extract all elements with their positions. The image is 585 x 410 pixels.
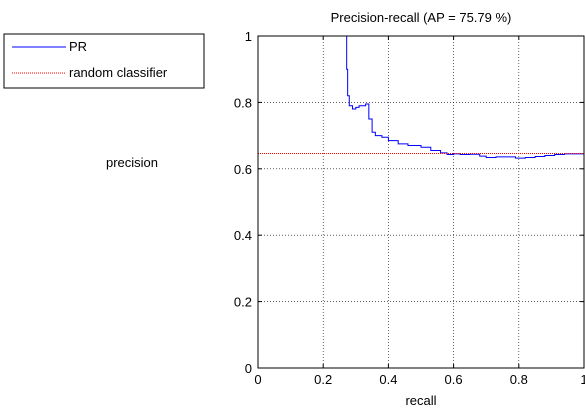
y-tick-label: 1	[245, 29, 252, 44]
y-tick-label: 0.4	[234, 228, 252, 243]
x-tick-label: 0.2	[314, 372, 332, 387]
x-tick-label: 0.6	[445, 372, 463, 387]
legend-label-pr: PR	[69, 39, 87, 54]
y-axis-label: precision	[106, 155, 158, 170]
series-line-pr	[258, 35, 585, 159]
x-tick-label: 0	[254, 372, 261, 387]
legend-box	[3, 33, 205, 89]
legend-label-random: random classifier	[69, 65, 168, 80]
chart-title: Precision-recall (AP = 75.79 %)	[331, 10, 512, 25]
x-tick-label: 0.8	[510, 372, 528, 387]
x-tick-label: 1	[580, 372, 585, 387]
plot-frame	[257, 35, 585, 369]
plot-background	[258, 36, 584, 368]
y-tick-label: 0.8	[234, 95, 252, 110]
y-tick-label: 0.2	[234, 295, 252, 310]
x-tick-label: 0.4	[379, 372, 397, 387]
y-tick-label: 0	[245, 361, 252, 376]
y-tick-label: 0.6	[234, 162, 252, 177]
legend: PR random classifier	[3, 33, 205, 89]
x-axis-label: recall	[405, 393, 436, 408]
